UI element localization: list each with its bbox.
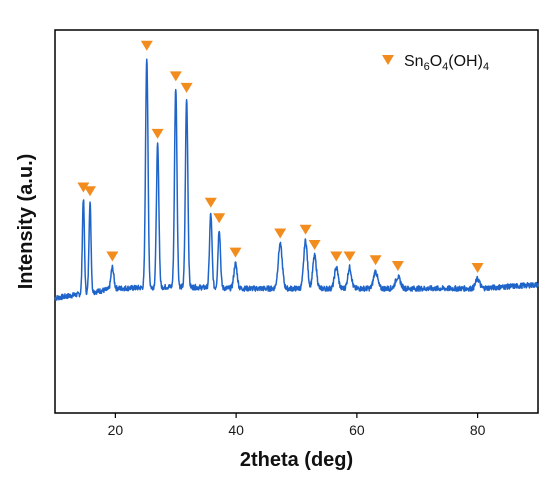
peak-marker-icon: [299, 224, 312, 235]
peak-marker-icon: [106, 251, 119, 262]
peak-marker-icon: [274, 228, 287, 239]
plot-frame: [54, 29, 539, 414]
peak-marker-icon: [204, 197, 217, 208]
peak-markers: [77, 40, 484, 273]
x-tick-label: 80: [470, 422, 486, 438]
ticks-layer: 20 40 60 80: [108, 413, 486, 438]
peak-marker-icon: [84, 186, 96, 197]
legend: Sn6O4(OH)4: [382, 53, 489, 73]
peak-marker-icon: [213, 213, 226, 224]
legend-marker-icon: [382, 55, 394, 65]
peak-marker-icon: [369, 255, 382, 266]
legend-label: Sn6O4(OH)4: [404, 53, 489, 73]
x-tick-label: 40: [228, 422, 244, 438]
y-axis-title: Intensity (a.u.): [15, 154, 37, 290]
x-axis-title: 2theta (deg): [240, 449, 353, 471]
data-series-line: [54, 58, 539, 301]
peak-marker-icon: [343, 251, 356, 262]
peak-marker-icon: [391, 261, 404, 271]
peak-marker-icon: [308, 240, 321, 250]
peak-marker-icon: [229, 247, 242, 258]
peak-marker-icon: [77, 182, 90, 193]
peak-marker-icon: [330, 251, 343, 262]
peak-marker-icon: [140, 40, 153, 51]
peak-marker-icon: [471, 263, 484, 273]
peak-marker-icon: [169, 71, 182, 82]
data-layer: [54, 58, 539, 301]
peak-marker-icon: [151, 128, 164, 139]
x-tick-label: 60: [349, 422, 365, 438]
x-tick-label: 20: [108, 422, 124, 438]
peak-marker-icon: [180, 82, 193, 93]
